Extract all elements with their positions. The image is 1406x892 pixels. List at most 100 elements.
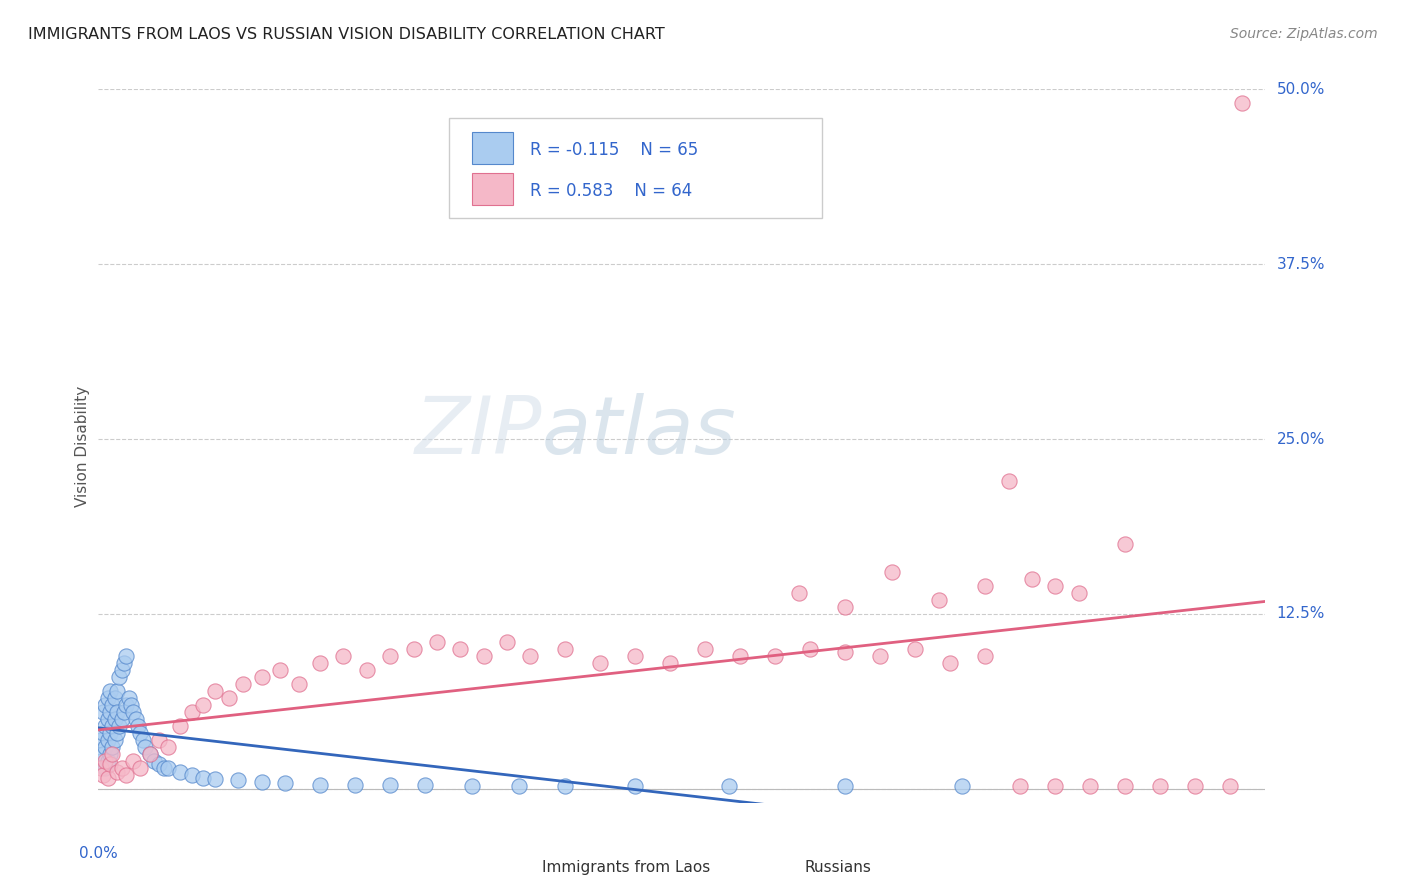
Point xyxy=(554,641,576,656)
Point xyxy=(105,726,128,740)
Point xyxy=(1010,779,1032,793)
Point xyxy=(659,656,682,670)
Point xyxy=(495,635,517,649)
Point xyxy=(105,764,128,779)
Point xyxy=(115,768,138,782)
Point xyxy=(111,663,134,677)
Point xyxy=(519,648,541,663)
Text: atlas: atlas xyxy=(541,392,737,471)
Point xyxy=(461,779,484,793)
Point xyxy=(115,698,138,712)
Point xyxy=(122,705,145,719)
Text: 12.5%: 12.5% xyxy=(1277,607,1324,622)
Point xyxy=(834,645,856,659)
Text: R = 0.583    N = 64: R = 0.583 N = 64 xyxy=(530,182,692,200)
Text: R = -0.115    N = 65: R = -0.115 N = 65 xyxy=(530,141,699,159)
Point xyxy=(880,565,903,579)
Point xyxy=(129,726,152,740)
Point xyxy=(139,747,162,761)
Point xyxy=(554,779,576,793)
Point xyxy=(974,648,997,663)
Point xyxy=(1045,779,1067,793)
Point xyxy=(204,772,226,786)
Point xyxy=(309,778,332,792)
Point xyxy=(250,670,273,684)
Point xyxy=(91,705,114,719)
Point xyxy=(139,747,162,761)
Point xyxy=(624,779,647,793)
Point xyxy=(157,761,180,775)
Point xyxy=(939,656,962,670)
Point xyxy=(180,705,202,719)
Point xyxy=(148,732,170,747)
FancyBboxPatch shape xyxy=(472,173,513,205)
Text: 0.0%: 0.0% xyxy=(79,846,118,861)
Point xyxy=(332,648,354,663)
Point xyxy=(169,764,191,779)
Point xyxy=(98,747,121,761)
Point xyxy=(218,690,240,705)
Point xyxy=(426,635,449,649)
FancyBboxPatch shape xyxy=(763,858,793,876)
Point xyxy=(180,768,202,782)
Point xyxy=(112,705,135,719)
Text: Russians: Russians xyxy=(804,860,872,874)
Point xyxy=(169,719,191,733)
Text: Source: ZipAtlas.com: Source: ZipAtlas.com xyxy=(1230,27,1378,41)
Point xyxy=(997,474,1019,488)
Point xyxy=(122,754,145,768)
Point xyxy=(129,761,152,775)
Point xyxy=(974,579,997,593)
Point xyxy=(1080,779,1102,793)
Text: Immigrants from Laos: Immigrants from Laos xyxy=(541,860,710,874)
Point xyxy=(104,690,127,705)
Point xyxy=(90,754,112,768)
Point xyxy=(98,684,121,698)
Point xyxy=(589,656,612,670)
Point xyxy=(904,641,927,656)
Point xyxy=(111,761,134,775)
Point xyxy=(1045,579,1067,593)
Text: IMMIGRANTS FROM LAOS VS RUSSIAN VISION DISABILITY CORRELATION CHART: IMMIGRANTS FROM LAOS VS RUSSIAN VISION D… xyxy=(28,27,665,42)
Point xyxy=(193,698,215,712)
Point xyxy=(98,705,121,719)
Point xyxy=(204,684,226,698)
Point xyxy=(269,663,291,677)
Point xyxy=(101,747,124,761)
Point xyxy=(250,774,273,789)
Point xyxy=(91,768,114,782)
Point xyxy=(104,712,127,726)
Point xyxy=(94,719,117,733)
Text: 50.0%: 50.0% xyxy=(1277,82,1324,96)
Text: ZIP: ZIP xyxy=(415,392,541,471)
Point xyxy=(228,773,250,788)
Point xyxy=(378,648,402,663)
Point xyxy=(97,732,120,747)
Point xyxy=(152,761,174,775)
Point xyxy=(98,756,121,771)
Point xyxy=(157,739,180,754)
Point xyxy=(94,739,117,754)
Point xyxy=(1114,537,1136,551)
Point xyxy=(97,690,120,705)
Point xyxy=(90,761,112,775)
Point xyxy=(97,712,120,726)
Point xyxy=(344,778,367,792)
Point xyxy=(148,756,170,771)
Text: 25.0%: 25.0% xyxy=(1277,432,1324,447)
Point xyxy=(134,739,156,754)
Point xyxy=(97,754,120,768)
Point xyxy=(1021,572,1043,586)
Point xyxy=(91,747,114,761)
Point xyxy=(378,778,402,792)
Point xyxy=(118,690,141,705)
Point xyxy=(472,648,495,663)
Point xyxy=(108,719,131,733)
Y-axis label: Vision Disability: Vision Disability xyxy=(75,385,90,507)
Point xyxy=(127,719,149,733)
Point xyxy=(356,663,378,677)
Point xyxy=(834,599,856,614)
Point xyxy=(288,677,311,691)
Point xyxy=(143,754,166,768)
Point xyxy=(928,593,950,607)
